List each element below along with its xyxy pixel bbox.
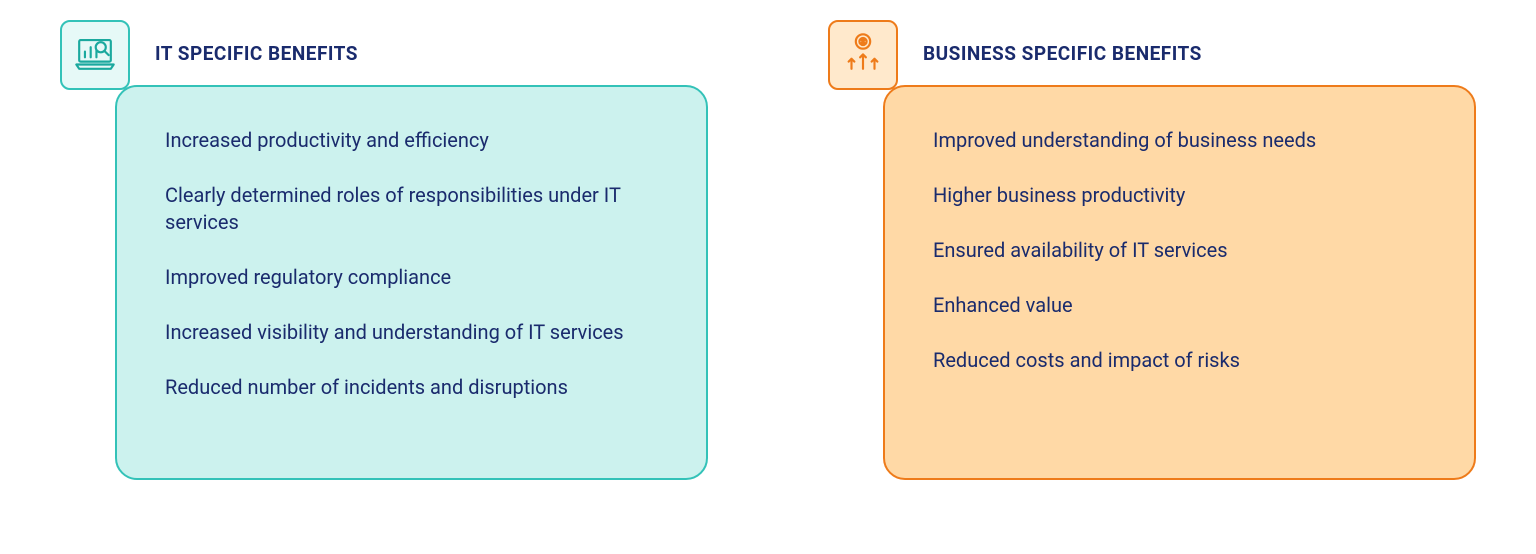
- panel-it: Increased productivity and efficiency Cl…: [115, 85, 708, 480]
- card-it: IT SPECIFIC BENEFITS Increased productiv…: [60, 20, 708, 480]
- list-item: Enhanced value: [933, 292, 1434, 319]
- list-item: Improved understanding of business needs: [933, 127, 1434, 154]
- list-item: Improved regulatory compliance: [165, 264, 666, 291]
- list-item: Increased visibility and understanding o…: [165, 319, 666, 346]
- list-item: Ensured availability of IT services: [933, 237, 1434, 264]
- card-business: BUSINESS SPECIFIC BENEFITS Improved unde…: [828, 20, 1476, 480]
- list-item: Higher business productivity: [933, 182, 1434, 209]
- list-item: Clearly determined roles of responsibili…: [165, 182, 666, 236]
- iconbox-it: [60, 20, 130, 90]
- card-title-business: BUSINESS SPECIFIC BENEFITS: [923, 42, 1202, 65]
- panel-business: Improved understanding of business needs…: [883, 85, 1476, 480]
- benefits-container: IT SPECIFIC BENEFITS Increased productiv…: [0, 0, 1536, 500]
- money-growth-icon: [840, 30, 886, 80]
- iconbox-business: [828, 20, 898, 90]
- laptop-analytics-icon: [72, 30, 118, 80]
- list-item: Reduced costs and impact of risks: [933, 347, 1434, 374]
- card-title-it: IT SPECIFIC BENEFITS: [155, 42, 358, 65]
- list-item: Increased productivity and efficiency: [165, 127, 666, 154]
- list-item: Reduced number of incidents and disrupti…: [165, 374, 666, 401]
